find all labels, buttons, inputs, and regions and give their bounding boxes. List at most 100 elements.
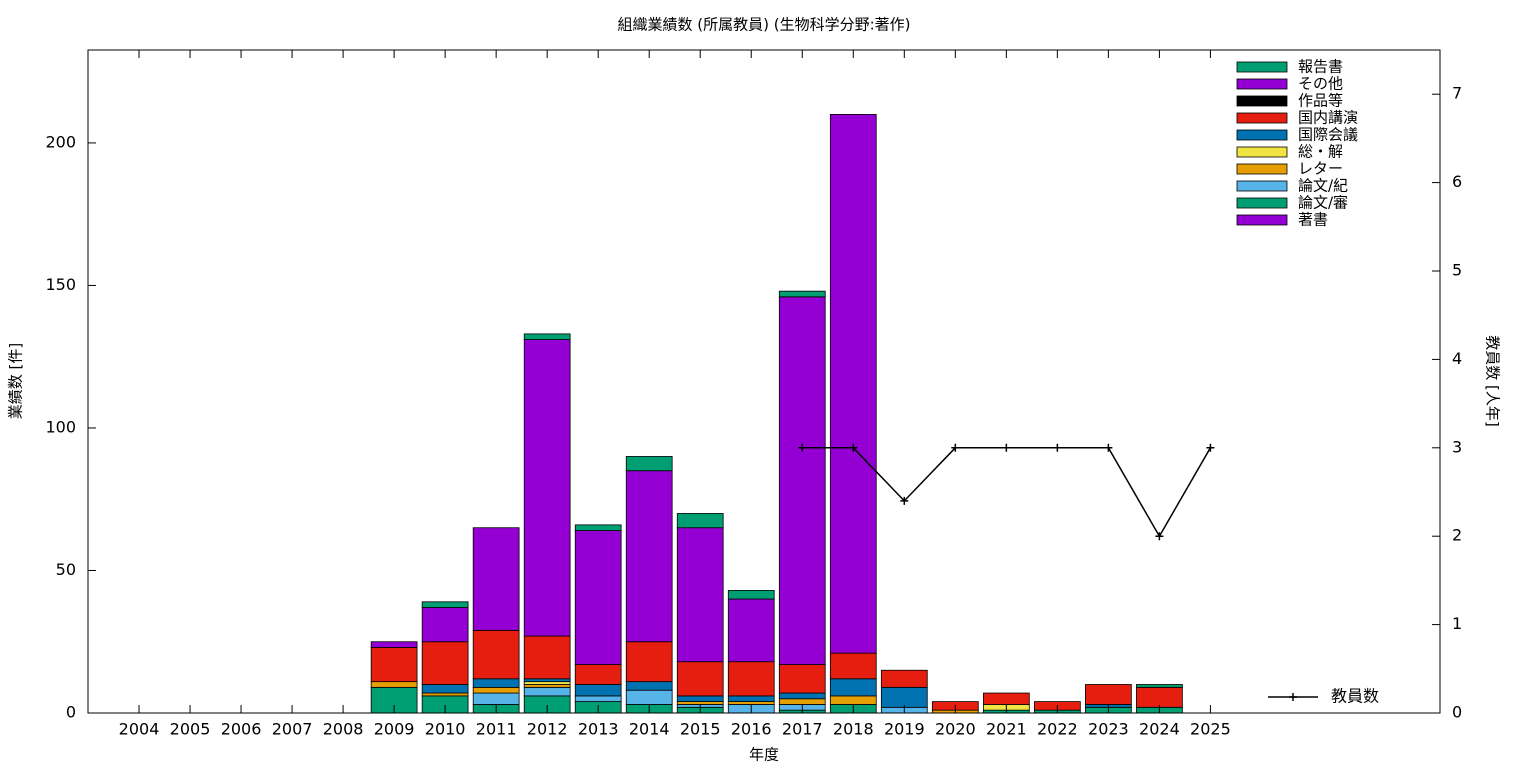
bar-segment [829, 695, 877, 705]
bar-segment [574, 530, 622, 665]
x-tick-label: 2024 [1139, 720, 1180, 739]
bar-segment [574, 695, 622, 702]
legend-swatch [1236, 146, 1288, 158]
bar-segment [625, 641, 673, 683]
y2-tick-label: 1 [1452, 614, 1462, 633]
y-tick-label: 50 [56, 560, 76, 579]
bar-segment [982, 692, 1030, 705]
x-tick-label: 2020 [935, 720, 976, 739]
bar-segment [676, 527, 724, 663]
y2-tick-label: 3 [1452, 437, 1462, 456]
bar-segment [472, 629, 520, 680]
y2-tick-label: 6 [1452, 172, 1462, 191]
x-tick-label: 2023 [1088, 720, 1129, 739]
bar-segment [1136, 686, 1183, 708]
bar-segment [625, 681, 673, 691]
bar-segment [523, 681, 571, 685]
legend-swatch [1236, 197, 1288, 209]
x-tick-label: 2008 [323, 720, 364, 739]
bar-segment [472, 678, 520, 688]
legend-label: レター [1298, 160, 1343, 178]
bar-segment [676, 701, 724, 705]
y2-tick-label: 4 [1452, 349, 1462, 368]
x-tick-label: 2013 [578, 720, 619, 739]
line-point [1206, 443, 1215, 452]
bar-segment [574, 684, 622, 697]
y-tick-label: 100 [45, 417, 76, 436]
x-tick-label: 2015 [680, 720, 721, 739]
bar-segment [370, 647, 418, 683]
legend-label: 報告書 [1298, 58, 1343, 76]
bar-segment [574, 524, 622, 531]
bar-segment [676, 661, 724, 697]
x-tick-label: 2025 [1190, 720, 1231, 739]
x-tick-label: 2014 [629, 720, 670, 739]
bar-segment [370, 681, 418, 688]
bar-segment [421, 607, 469, 643]
legend-swatch [1236, 95, 1288, 107]
bar-segment [523, 684, 571, 688]
bar-segment [727, 695, 775, 702]
line-point [1155, 532, 1164, 541]
legend-label: 論文/紀 [1298, 177, 1348, 195]
line-point [900, 496, 909, 505]
bar-segment [676, 695, 724, 702]
bar-segment [727, 598, 775, 663]
line-point [1104, 443, 1113, 452]
y2-axis-label: 教員数 [人年] [1484, 335, 1502, 426]
line-point [1002, 443, 1011, 452]
x-tick-label: 2018 [833, 720, 874, 739]
legend-swatch [1236, 163, 1288, 175]
y2-tick-label: 2 [1452, 526, 1462, 545]
bar-segment [625, 456, 673, 472]
legend-label: 著書 [1298, 211, 1328, 229]
bar-segment [625, 689, 673, 705]
x-tick-label: 2005 [170, 720, 211, 739]
x-tick-label: 2011 [476, 720, 517, 739]
x-tick-label: 2012 [527, 720, 568, 739]
x-tick-label: 2010 [425, 720, 466, 739]
bar-segment [472, 692, 520, 705]
legend-label: 教員数 [1331, 687, 1379, 706]
y-tick-label: 150 [45, 275, 76, 294]
bar-segment [727, 701, 775, 705]
bar-segment [676, 513, 724, 529]
legend-label: 論文/審 [1298, 194, 1348, 212]
bar-segment [778, 664, 826, 694]
legend-label: 総・解 [1298, 143, 1343, 161]
bar-segment [829, 652, 877, 680]
bar-segment [523, 339, 571, 637]
legend-label: 国内講演 [1298, 109, 1358, 127]
y2-tick-label: 7 [1452, 84, 1462, 103]
legend-swatch [1236, 180, 1288, 192]
bar-segment [472, 686, 520, 694]
bar-segment [727, 590, 775, 600]
chart-title: 組織業績数 (所属教員) (生物科学分野:著作) [618, 16, 911, 34]
bar-segment [421, 684, 469, 694]
bar-segment [421, 641, 469, 685]
y-tick-label: 200 [45, 132, 76, 151]
bar-segment [880, 686, 928, 708]
x-tick-label: 2007 [272, 720, 313, 739]
x-tick-label: 2017 [782, 720, 823, 739]
bar-segment [523, 686, 571, 697]
x-tick-label: 2016 [731, 720, 772, 739]
x-axis-label: 年度 [749, 746, 779, 764]
bar-segment [829, 114, 877, 654]
bar-segment [829, 678, 877, 697]
bar-segment [727, 661, 775, 697]
x-tick-label: 2019 [884, 720, 925, 739]
y2-tick-label: 0 [1452, 703, 1462, 722]
bar-segment [421, 692, 469, 697]
legend-swatch [1236, 78, 1288, 90]
bar-segment [421, 601, 469, 608]
line-point [849, 443, 858, 452]
bar-segment [778, 692, 826, 700]
y-axis-label: 業績数 [件] [7, 343, 25, 419]
legend-label: その他 [1298, 75, 1343, 93]
y-tick-label: 0 [66, 703, 76, 722]
bar-segment [880, 669, 928, 688]
bar-segment [523, 333, 571, 340]
